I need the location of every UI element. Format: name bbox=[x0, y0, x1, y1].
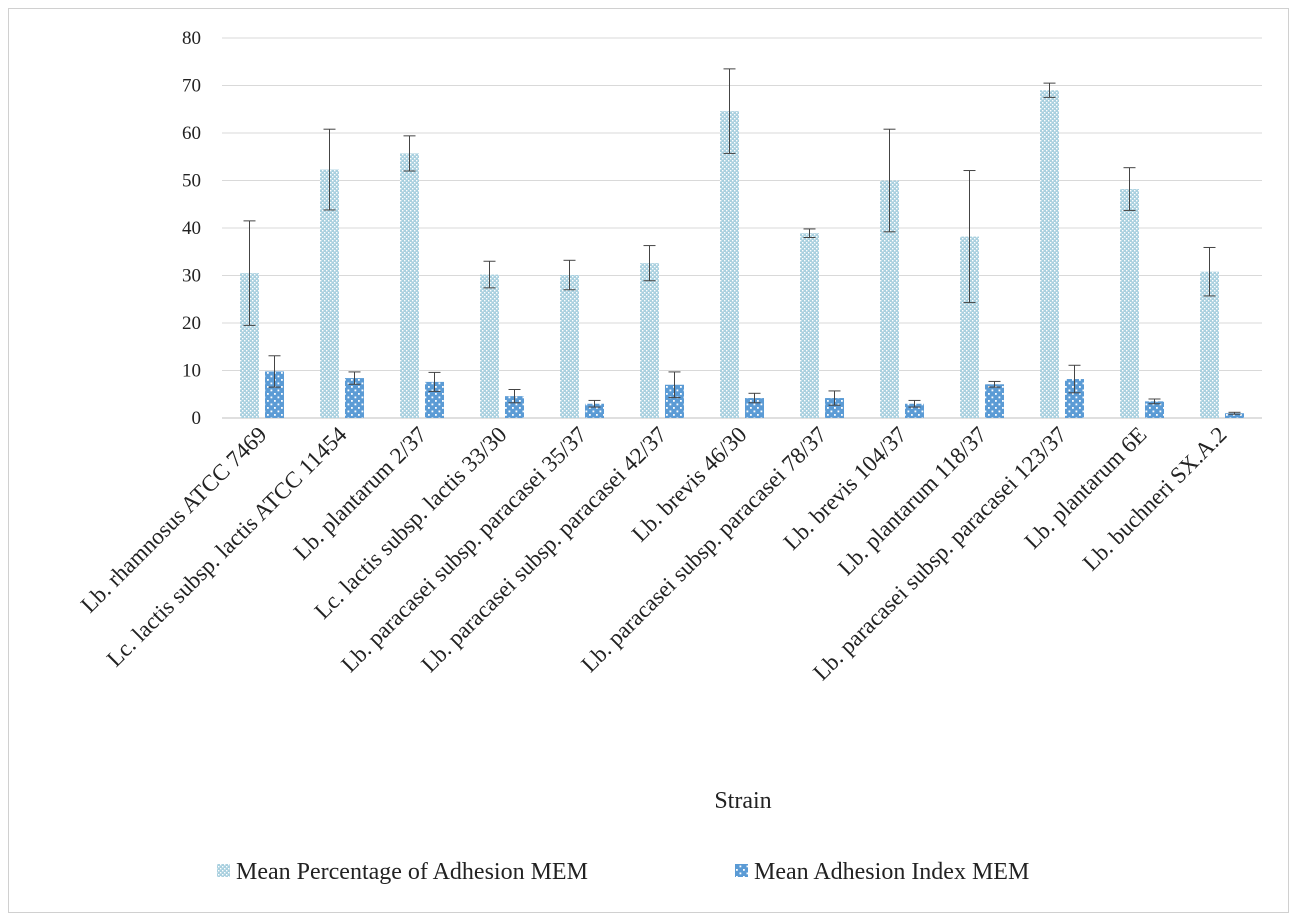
legend-label: Mean Percentage of Adhesion MEM bbox=[236, 859, 588, 885]
error-bar bbox=[828, 390, 841, 406]
bar-mean-adhesion-index bbox=[665, 384, 684, 418]
error-bar bbox=[563, 259, 576, 291]
error-bar bbox=[268, 355, 281, 388]
y-tick-label: 50 bbox=[182, 171, 201, 192]
chart-frame bbox=[8, 8, 1289, 913]
bar-series bbox=[240, 90, 1244, 419]
y-tick-label: 70 bbox=[182, 76, 201, 97]
legend-swatch bbox=[735, 864, 748, 877]
bar-mean-percentage-adhesion bbox=[1120, 189, 1139, 418]
legend-swatch bbox=[217, 864, 230, 877]
y-tick-label: 30 bbox=[182, 266, 201, 287]
bar-mean-percentage-adhesion bbox=[960, 236, 979, 418]
bar-mean-adhesion-index bbox=[1225, 413, 1244, 418]
bar-mean-percentage-adhesion bbox=[320, 169, 339, 418]
bar-mean-percentage-adhesion bbox=[240, 273, 259, 418]
bar-mean-percentage-adhesion bbox=[400, 153, 419, 419]
error-bar bbox=[428, 371, 441, 392]
gridlines bbox=[222, 37, 1262, 419]
y-axis-tick-labels: 0 10 20 30 40 50 60 70 80 bbox=[182, 28, 201, 429]
error-bar bbox=[668, 371, 681, 399]
bar-mean-percentage-adhesion bbox=[480, 274, 499, 418]
bar-mean-adhesion-index bbox=[985, 384, 1004, 418]
x-category-label: Lb. buchneri SX.A.2 bbox=[1078, 422, 1232, 576]
error-bar bbox=[748, 392, 761, 404]
error-bar bbox=[908, 399, 921, 408]
bar-mean-percentage-adhesion bbox=[800, 233, 819, 418]
legend: Mean Percentage of Adhesion MEM Mean Adhe… bbox=[217, 859, 1029, 885]
bar-mean-percentage-adhesion bbox=[560, 275, 579, 418]
bar-mean-percentage-adhesion bbox=[880, 180, 899, 418]
error-bar bbox=[1203, 246, 1216, 297]
error-bar bbox=[963, 170, 976, 304]
y-tick-label: 60 bbox=[182, 123, 201, 144]
error-bar bbox=[588, 399, 601, 408]
legend-label: Mean Adhesion Index MEM bbox=[754, 859, 1029, 885]
error-bar bbox=[403, 135, 416, 172]
error-bar bbox=[803, 228, 816, 238]
error-bar bbox=[243, 220, 256, 326]
error-bars bbox=[243, 68, 1241, 415]
error-bar bbox=[1148, 398, 1161, 405]
error-bar bbox=[508, 389, 521, 404]
error-bar bbox=[988, 380, 1001, 388]
bar-mean-percentage-adhesion bbox=[1040, 90, 1059, 418]
bar-mean-percentage-adhesion bbox=[720, 111, 739, 419]
bar-mean-adhesion-index bbox=[265, 371, 284, 418]
x-category-label: Lb. plantarum 2/37 bbox=[289, 422, 432, 565]
error-bar bbox=[323, 128, 336, 211]
bar-mean-percentage-adhesion bbox=[1200, 271, 1219, 418]
y-tick-label: 20 bbox=[182, 313, 201, 334]
error-bar bbox=[348, 371, 361, 385]
bar-mean-adhesion-index bbox=[505, 396, 524, 418]
error-bar bbox=[883, 128, 896, 233]
y-tick-label: 40 bbox=[182, 218, 201, 239]
error-bar bbox=[1043, 82, 1056, 98]
error-bar bbox=[1123, 167, 1136, 211]
y-tick-label: 80 bbox=[182, 28, 201, 49]
bar-mean-adhesion-index bbox=[1145, 401, 1164, 418]
x-category-label: Lb. plantarum 118/37 bbox=[833, 422, 991, 580]
x-axis-title: Strain bbox=[714, 788, 771, 814]
bar-mean-adhesion-index bbox=[825, 398, 844, 418]
bar-mean-adhesion-index bbox=[345, 378, 364, 418]
error-bar bbox=[483, 260, 496, 289]
error-bar bbox=[723, 68, 736, 154]
bar-mean-percentage-adhesion bbox=[640, 263, 659, 418]
error-bar bbox=[643, 245, 656, 282]
bar-mean-adhesion-index bbox=[1065, 379, 1084, 418]
error-bar bbox=[1228, 411, 1241, 415]
y-tick-label: 0 bbox=[192, 408, 202, 429]
y-tick-label: 10 bbox=[182, 361, 201, 382]
error-bar bbox=[1068, 364, 1081, 394]
